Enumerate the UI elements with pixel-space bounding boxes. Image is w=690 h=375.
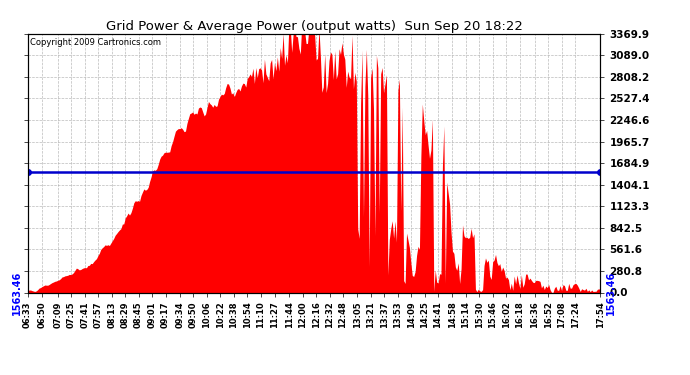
Title: Grid Power & Average Power (output watts)  Sun Sep 20 18:22: Grid Power & Average Power (output watts… [106, 20, 522, 33]
Text: 1563.46: 1563.46 [12, 270, 22, 315]
Text: Copyright 2009 Cartronics.com: Copyright 2009 Cartronics.com [30, 38, 161, 46]
Text: 1563.46: 1563.46 [606, 270, 616, 315]
